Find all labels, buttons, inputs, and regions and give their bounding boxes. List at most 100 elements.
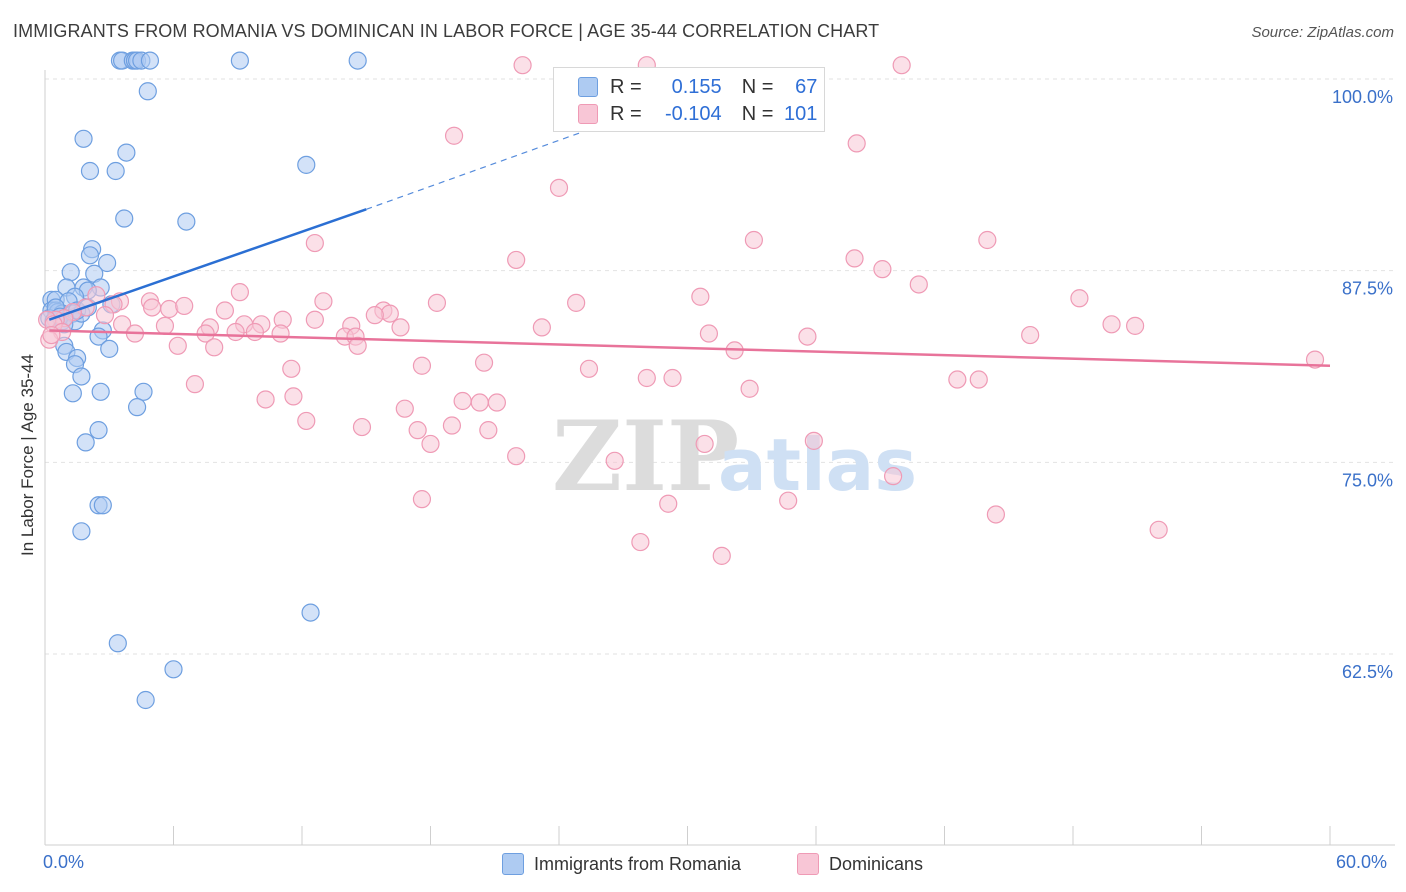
dominicans-point <box>948 370 967 389</box>
dominicans-point <box>873 260 892 279</box>
dominicans-point <box>421 434 440 454</box>
y-tick-labels: 100.0% 87.5% 75.0% 62.5% <box>1332 87 1393 682</box>
dominicans-point <box>969 370 988 389</box>
dominicans-point <box>168 336 187 355</box>
x-tick-label-min: 0.0% <box>43 852 85 872</box>
dominicans-point <box>1021 325 1040 345</box>
correlation-legend: R = 0.155 N = 67 R = -0.104 N = 101 <box>553 67 825 132</box>
romania-point <box>74 129 93 148</box>
romania-point <box>140 51 160 70</box>
romania-point <box>61 263 80 282</box>
legend-n-label: N = <box>741 75 774 98</box>
romania-point <box>297 155 316 174</box>
dominicans-point <box>453 391 472 411</box>
chart-title: IMMIGRANTS FROM ROMANIA VS DOMINICAN IN … <box>13 21 880 41</box>
dominicans-point <box>175 296 194 316</box>
dominicans-point <box>1149 520 1168 539</box>
romania-point <box>80 161 100 181</box>
legend-row-romania: R = 0.155 N = 67 <box>578 73 817 101</box>
axes <box>44 70 1395 846</box>
dominicans-point <box>380 304 399 323</box>
dominicans-point <box>845 249 864 268</box>
dominicans-point <box>798 327 817 346</box>
romania-point <box>301 603 320 622</box>
dominicans-point <box>567 293 586 312</box>
dominicans-point <box>256 390 275 409</box>
dominicans-point <box>1126 316 1145 335</box>
bottom-legend-swatch-romania <box>502 853 524 875</box>
x-tick-label-max: 60.0% <box>1336 852 1388 872</box>
y-tick-label: 100.0% <box>1332 87 1393 107</box>
dominicans-point <box>631 532 650 552</box>
romania-trend-line <box>48 208 367 321</box>
romania-point <box>177 212 196 231</box>
dominicans-point <box>909 275 928 294</box>
romania-point <box>115 209 134 228</box>
romania-point <box>72 522 91 541</box>
romania-point <box>76 433 95 452</box>
legend-r-value-dominicans: -0.104 <box>664 102 722 125</box>
dominicans-point <box>408 421 427 440</box>
dominicans-point <box>691 287 710 306</box>
dominicans-point <box>205 338 224 357</box>
dominicans-point <box>474 353 494 372</box>
dominicans-point <box>740 379 759 398</box>
romania-point <box>91 382 110 401</box>
bottom-legend-romania: Immigrants from Romania <box>502 852 741 876</box>
dominicans-point <box>1305 350 1325 369</box>
dominicans-point <box>142 298 162 317</box>
bottom-legend-label-romania: Immigrants from Romania <box>534 853 742 874</box>
romania-point <box>348 51 367 70</box>
dominicans-point <box>779 491 798 510</box>
romania-point <box>89 421 108 440</box>
romania-point <box>127 398 147 417</box>
dominicans-point <box>847 134 866 153</box>
dominicans-point <box>883 467 903 486</box>
legend-swatch-romania <box>578 77 598 97</box>
bottom-legend-swatch-dominicans <box>797 853 819 875</box>
dominicans-point <box>95 306 115 325</box>
legend-n-value-dominicans: 101 <box>784 102 818 125</box>
dominicans-point <box>744 230 763 250</box>
dominicans-point <box>507 447 526 466</box>
dominicans-point <box>1070 289 1089 308</box>
dominicans-point <box>507 250 526 270</box>
y-tick-label: 62.5% <box>1342 662 1393 682</box>
romania-point <box>117 143 136 162</box>
dominicans-point <box>487 393 506 412</box>
bottom-legend-label-dominicans: Dominicans <box>829 853 924 874</box>
dominicans-point <box>284 387 303 406</box>
dominicans-point <box>444 126 464 145</box>
dominicans-point <box>297 411 316 431</box>
dominicans-point <box>230 283 249 302</box>
legend-r-label: R = <box>610 75 642 98</box>
legend-n-value-romania: 67 <box>795 75 818 98</box>
romania-point <box>164 660 183 679</box>
romania-point <box>230 51 249 70</box>
legend-r-value-romania: 0.155 <box>671 75 722 98</box>
dominicans-point <box>215 301 234 320</box>
dominicans-point <box>579 359 599 378</box>
dominicans-point <box>412 490 432 509</box>
romania-point <box>93 496 112 515</box>
romania-trend-extension <box>366 116 624 210</box>
dominicans-point <box>155 316 175 335</box>
dominicans-point <box>479 421 498 440</box>
trend-lines <box>48 116 1331 367</box>
legend-n-label: N = <box>741 102 774 125</box>
y-tick-label: 75.0% <box>1342 470 1393 490</box>
legend-r-label: R = <box>610 102 642 125</box>
dominicans-point <box>637 368 656 388</box>
dominicans-point <box>695 434 714 454</box>
dominicans-point <box>185 375 205 394</box>
dominicans-point <box>305 233 324 253</box>
dominicans-point <box>892 56 911 75</box>
dominicans-point <box>804 431 823 450</box>
dominicans-point <box>314 292 333 311</box>
dominicans-point <box>352 417 372 437</box>
dominicans-point <box>712 546 731 565</box>
dominicans-point <box>245 322 264 342</box>
dominicans-point <box>226 322 245 342</box>
y-axis-label: In Labor Force | Age 35-44 <box>18 354 37 556</box>
y-tick-label: 87.5% <box>1342 279 1393 299</box>
